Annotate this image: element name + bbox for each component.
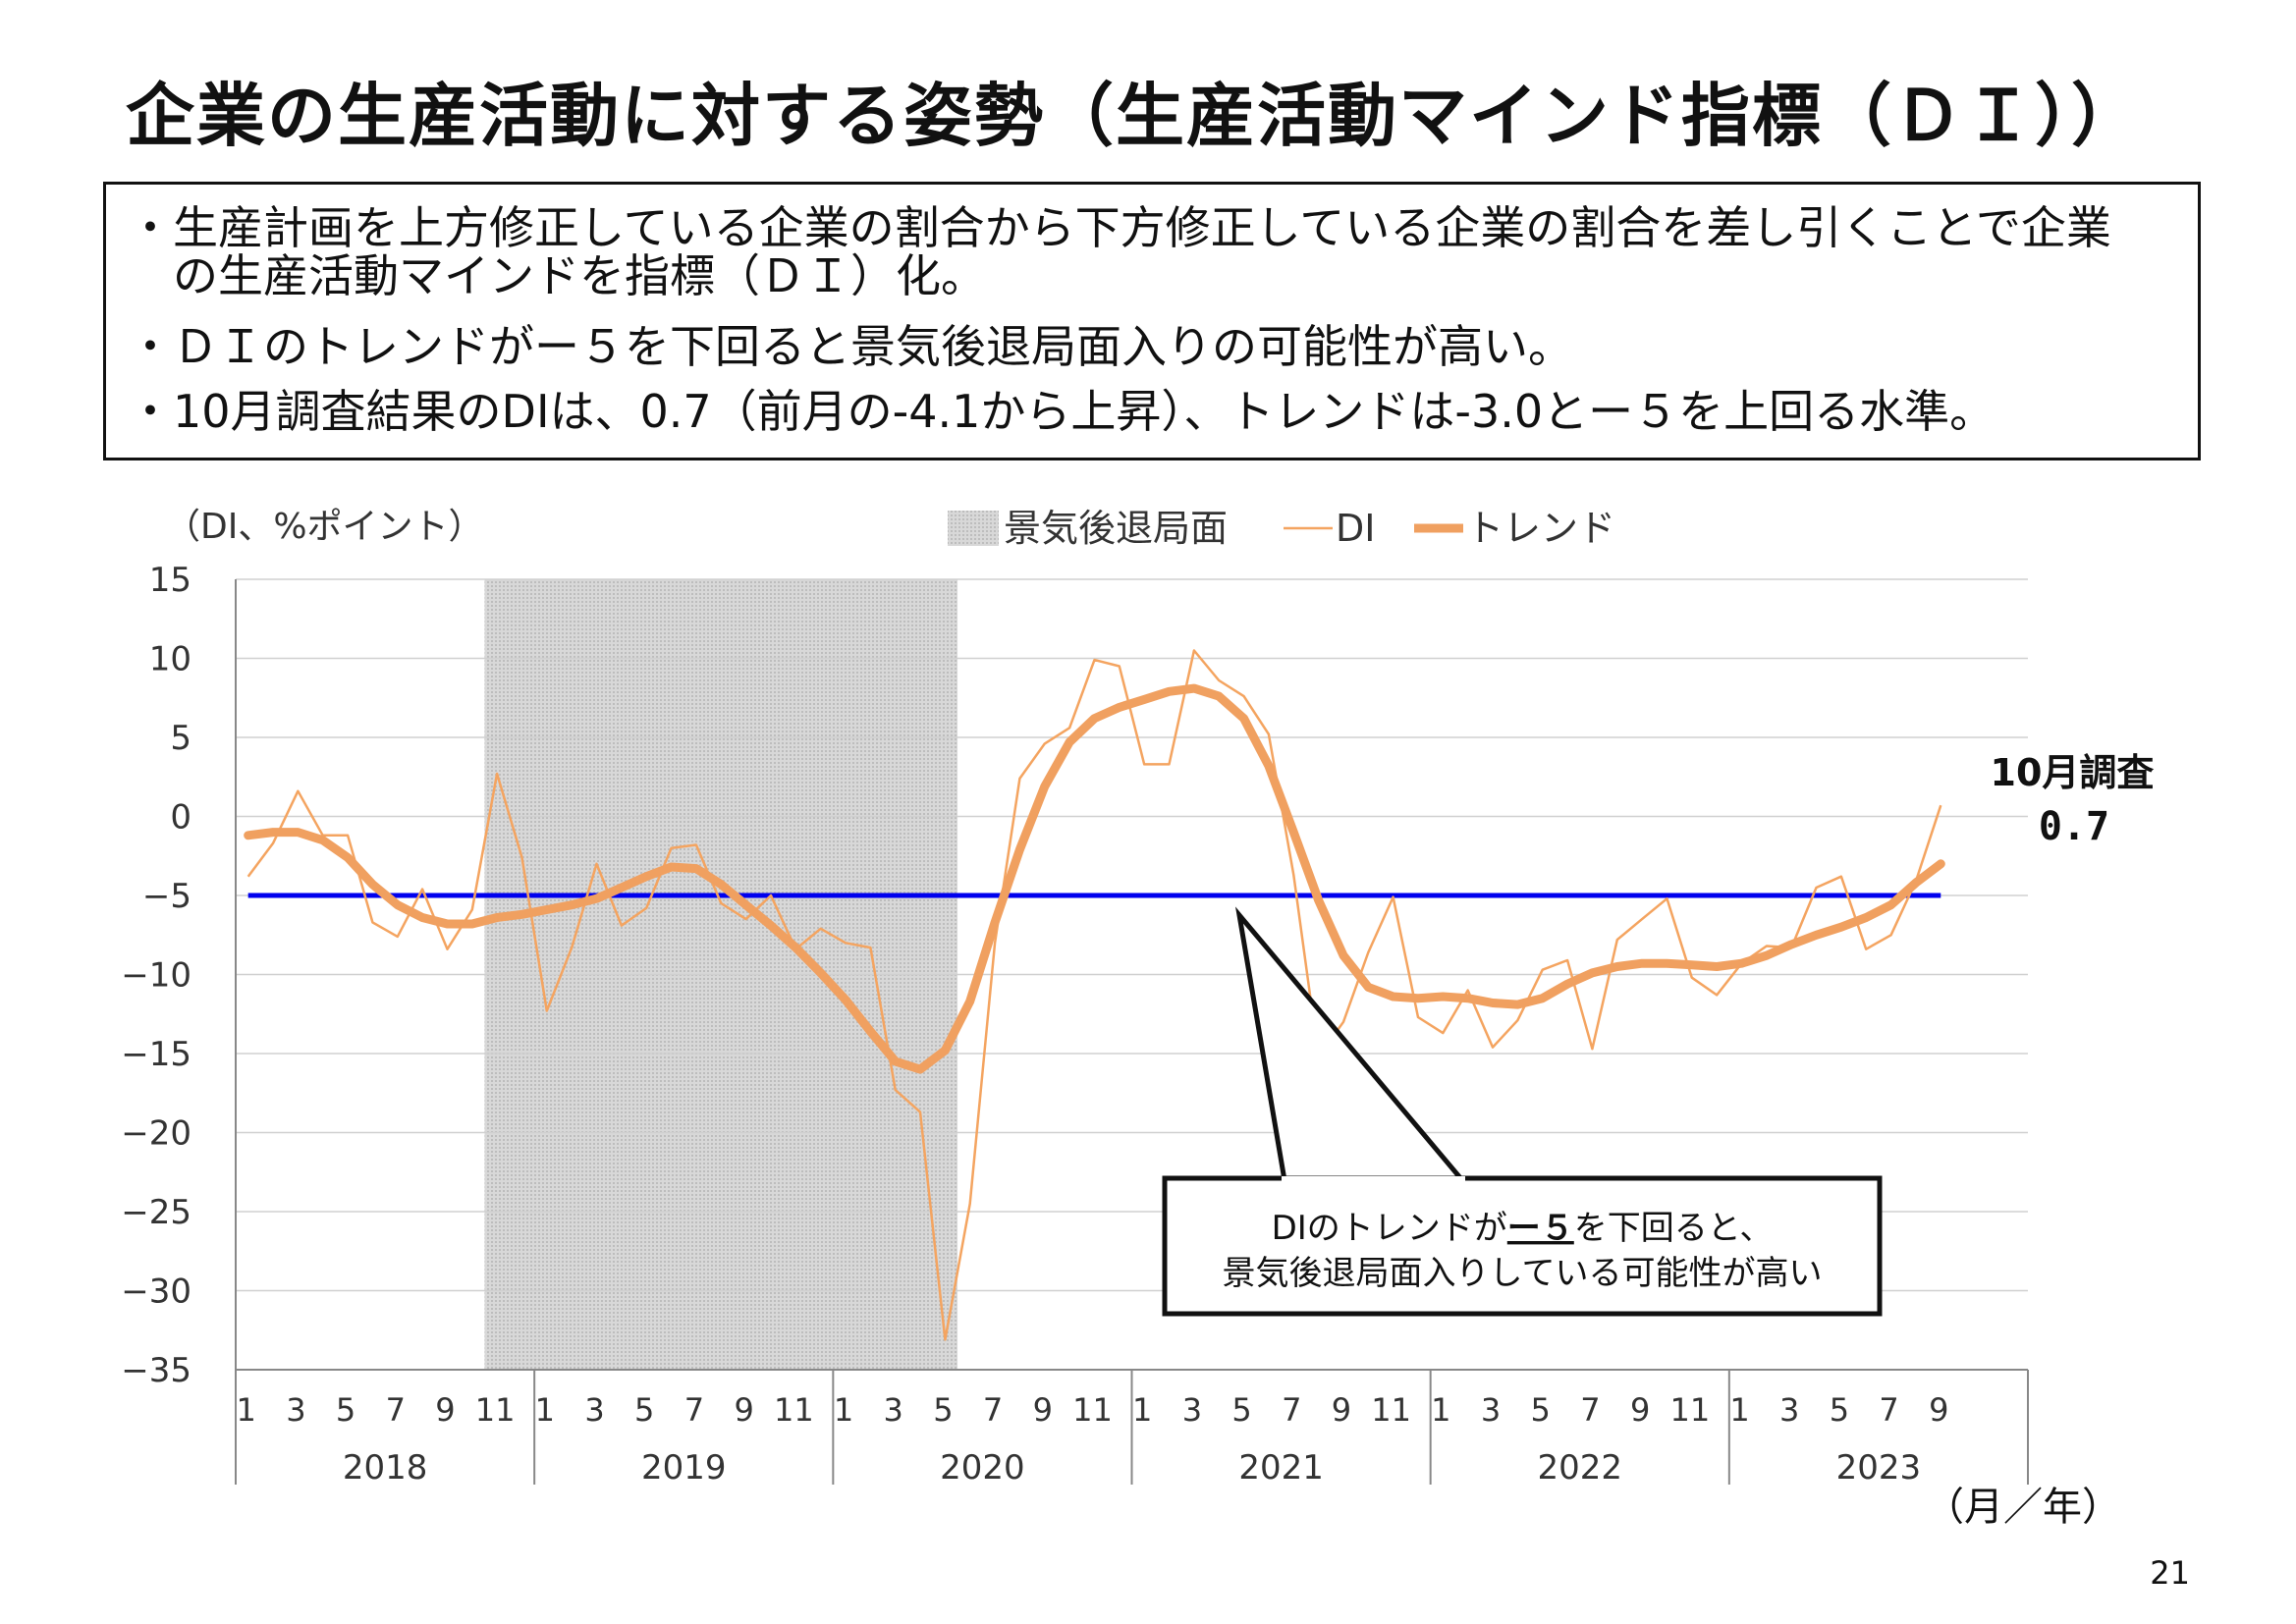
x-month-label: 3 xyxy=(1481,1391,1501,1429)
legend-recession-label: 景気後退局面 xyxy=(1004,507,1228,550)
x-month-label: 1 xyxy=(236,1391,255,1429)
x-month-label: 5 xyxy=(1531,1391,1551,1429)
x-axis-title: （月／年） xyxy=(1925,1485,2121,1530)
y-tick-label: −30 xyxy=(121,1272,191,1312)
x-year-label: 2023 xyxy=(1836,1448,1922,1488)
x-month-label: 9 xyxy=(1929,1391,1948,1429)
x-month-label: 11 xyxy=(1669,1391,1710,1429)
x-month-label: 7 xyxy=(386,1391,406,1429)
x-month-label: 1 xyxy=(1132,1391,1152,1429)
bullet-1-line-1: ・生産計画を上方修正している企業の割合から下方修正している企業の割合を差し引くこ… xyxy=(128,201,2111,254)
x-year-label: 2022 xyxy=(1537,1448,1622,1488)
callout-pointer xyxy=(1234,906,1468,1183)
bullet-1-line-2: の生産活動マインドを指標（ＤＩ）化。 xyxy=(128,249,986,302)
x-month-label: 9 xyxy=(1630,1391,1650,1429)
page-number: 21 xyxy=(2150,1554,2190,1592)
x-month-label: 3 xyxy=(1779,1391,1799,1429)
x-year-label: 2019 xyxy=(641,1448,727,1488)
y-tick-label: 10 xyxy=(149,640,191,679)
latest-label-title: 10月調査 xyxy=(1991,751,2155,794)
x-month-label: 7 xyxy=(684,1391,704,1429)
bullet-3: ・10月調査結果のDIは、0.7（前月の-4.1から上昇）、トレンドは-3.0と… xyxy=(128,385,1995,438)
trend-series-line xyxy=(244,683,1945,1074)
y-axis-title: （DI、%ポイント） xyxy=(165,507,484,547)
y-tick-label: 5 xyxy=(170,719,191,758)
x-month-label: 5 xyxy=(1830,1391,1849,1429)
x-month-label: 3 xyxy=(584,1391,604,1429)
x-month-label: 1 xyxy=(834,1391,853,1429)
x-month-label: 11 xyxy=(475,1391,516,1429)
x-month-label: 5 xyxy=(634,1391,654,1429)
latest-label-value: 0.7 xyxy=(2039,804,2109,849)
legend-di-label: DI xyxy=(1336,507,1375,550)
bullet-2: ・ＤＩのトレンドがー５を下回ると景気後退局面入りの可能性が高い。 xyxy=(128,320,1573,373)
x-month-label: 7 xyxy=(983,1391,1003,1429)
x-month-label: 5 xyxy=(933,1391,953,1429)
y-tick-label: −35 xyxy=(121,1351,191,1390)
y-tick-label: −10 xyxy=(121,956,191,996)
x-month-label: 5 xyxy=(1231,1391,1251,1429)
y-tick-label: 0 xyxy=(170,798,191,838)
x-year-label: 2020 xyxy=(940,1448,1025,1488)
legend-recession-swatch xyxy=(948,511,999,546)
x-month-label: 11 xyxy=(1371,1391,1411,1429)
x-month-label: 9 xyxy=(1332,1391,1351,1429)
x-month-label: 1 xyxy=(1431,1391,1450,1429)
x-month-label: 7 xyxy=(1282,1391,1301,1429)
x-year-label: 2018 xyxy=(343,1448,428,1488)
y-tick-label: −20 xyxy=(121,1114,191,1154)
x-month-label: 11 xyxy=(1072,1391,1113,1429)
x-month-label: 9 xyxy=(435,1391,455,1429)
x-year-label: 2021 xyxy=(1238,1448,1324,1488)
callout-line-1: DIのトレンドがー５を下回ると、 xyxy=(1272,1209,1774,1248)
x-month-label: 3 xyxy=(1182,1391,1202,1429)
x-month-label: 3 xyxy=(884,1391,903,1429)
callout-line-2: 景気後退局面入りしている可能性が高い xyxy=(1223,1254,1823,1293)
x-month-label: 9 xyxy=(734,1391,753,1429)
x-month-label: 5 xyxy=(336,1391,355,1429)
x-month-label: 1 xyxy=(1729,1391,1749,1429)
x-month-label: 1 xyxy=(535,1391,555,1429)
y-tick-label: 15 xyxy=(149,561,191,600)
y-tick-label: −5 xyxy=(142,877,191,916)
x-month-label: 11 xyxy=(774,1391,814,1429)
summary-box: ・生産計画を上方修正している企業の割合から下方修正している企業の割合を差し引くこ… xyxy=(103,182,2201,460)
x-month-label: 3 xyxy=(286,1391,305,1429)
x-month-label: 7 xyxy=(1879,1391,1898,1429)
y-tick-label: −25 xyxy=(121,1193,191,1232)
x-month-label: 9 xyxy=(1033,1391,1053,1429)
page-title: 企業の生産活動に対する姿勢（生産活動マインド指標（ＤＩ）） xyxy=(126,76,2142,156)
y-tick-label: −15 xyxy=(121,1035,191,1074)
callout-box xyxy=(1162,1175,1883,1317)
x-month-label: 7 xyxy=(1580,1391,1600,1429)
legend-trend-label: トレンド xyxy=(1466,507,1615,550)
